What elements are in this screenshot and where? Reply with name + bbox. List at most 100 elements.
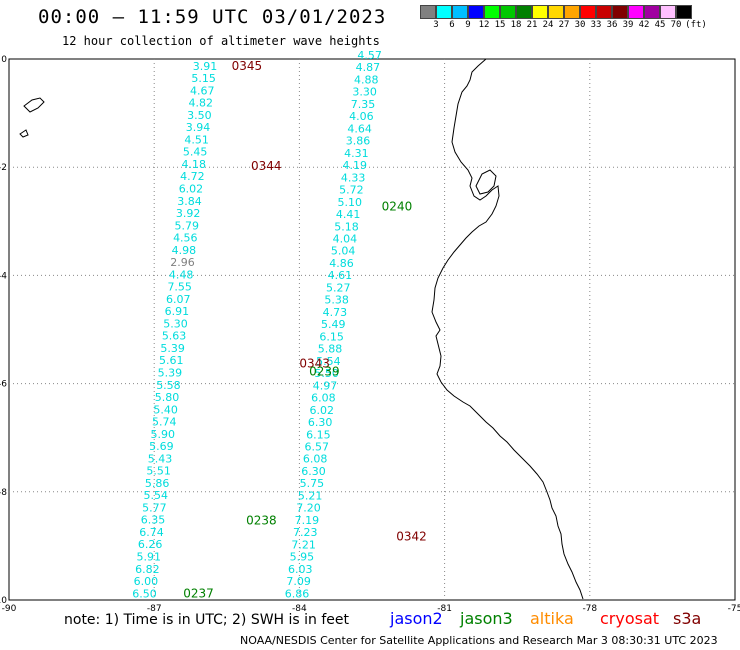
- track-a-swh-label: 5.63: [162, 330, 187, 343]
- legend-label: 27: [558, 20, 570, 30]
- track-a-swh-label: 4.48: [169, 268, 194, 281]
- footer-note: note: 1) Time is in UTC; 2) SWH is in fe…: [64, 612, 350, 628]
- track-a-swh-label: 5.15: [191, 72, 216, 85]
- track-b-swh-label: 6.02: [309, 404, 334, 417]
- gulf-outline: [475, 169, 497, 195]
- track-a-swh-label: 5.40: [153, 403, 178, 416]
- track-a-swh-label: 4.18: [182, 158, 207, 171]
- island-outline: [19, 129, 29, 138]
- track-a-swh-label: 4.82: [189, 97, 214, 110]
- track-a-swh-label: 5.79: [174, 219, 199, 232]
- legend-unit: (ft): [685, 20, 707, 30]
- track-layer: 3.915.154.674.823.503.944.515.454.184.72…: [132, 49, 382, 600]
- track-a-swh-label: 3.94: [186, 121, 211, 134]
- track-b-swh-label: 5.50: [314, 367, 339, 380]
- track-b-swh-label: 5.21: [298, 489, 323, 502]
- track-a-swh-label: 3.50: [187, 109, 212, 122]
- track-b-swh-label: 4.86: [329, 257, 354, 270]
- track-a-swh-label: 5.69: [149, 440, 174, 453]
- track-a-swh-label: 6.07: [166, 293, 191, 306]
- track-a-swh-label: 4.72: [180, 170, 205, 183]
- track-a-swh-label: 3.84: [177, 195, 202, 208]
- track-a-swh-label: 6.82: [135, 563, 160, 576]
- track-b-swh-label: 3.86: [346, 135, 371, 148]
- coastline: [431, 58, 584, 600]
- track-b-swh-label: 5.04: [331, 245, 356, 258]
- track-a-swh-label: 6.91: [165, 305, 190, 318]
- y-tick-label: -2: [0, 163, 7, 173]
- y-tick-label: -6: [0, 380, 7, 390]
- legend-label: 9: [465, 20, 471, 30]
- legend-swatch: [420, 5, 436, 19]
- page-title: 00:00 – 11:59 UTC 03/01/2023: [38, 6, 387, 28]
- pass-id-label: 0237: [183, 586, 214, 600]
- track-b-swh-label: 4.97: [313, 379, 338, 392]
- grid-layer: [8, 58, 736, 601]
- pass-id-label: 0238: [246, 513, 277, 527]
- coastline-layer: [19, 58, 584, 600]
- credit-line: NOAA/NESDIS Center for Satellite Applica…: [240, 634, 718, 647]
- track-b-swh-label: 5.38: [324, 294, 349, 307]
- legend-label: 18: [510, 20, 522, 30]
- mission-cryosat: cryosat: [600, 609, 660, 628]
- track-b-swh-label: 6.86: [285, 587, 310, 600]
- track-b-swh-label: 6.15: [319, 330, 344, 343]
- track-b-swh-label: 6.30: [308, 416, 333, 429]
- track-a-swh-label: 5.51: [146, 465, 171, 478]
- color-legend: 3 6 9 12 15 18 21 24 27 30 33 36 39 42 45 70 (ft): [420, 5, 740, 33]
- track-a-swh-label: 5.43: [148, 452, 173, 465]
- track-a-swh-label: 5.86: [145, 477, 170, 490]
- track-b-swh-label: 5.75: [300, 477, 325, 490]
- track-b-swh-label: 5.54: [316, 355, 341, 368]
- legend-label: 15: [494, 20, 506, 30]
- track-a-swh-label: 4.56: [173, 232, 198, 245]
- legend-swatch: [612, 5, 628, 19]
- track-b-swh-label: 7.23: [293, 526, 318, 539]
- legend-swatch: [500, 5, 516, 19]
- pass-id-label: 0342: [396, 529, 427, 543]
- track-b-swh-label: 5.10: [338, 196, 363, 209]
- track-b-swh-label: 7.09: [286, 575, 311, 588]
- track-b-swh-label: 7.20: [296, 502, 321, 515]
- track-a-swh-label: 4.51: [184, 133, 209, 146]
- legend-label: 24: [542, 20, 554, 30]
- x-tick-label: -90: [2, 604, 17, 614]
- track-a-swh-label: 7.55: [167, 281, 192, 294]
- track-b-swh-label: 5.49: [321, 318, 346, 331]
- mission-jason2: jason2: [390, 609, 443, 628]
- legend-swatch: [516, 5, 532, 19]
- track-b-swh-label: 7.21: [291, 538, 316, 551]
- pass-id-label: 0343: [299, 356, 330, 370]
- legend-label: 3: [433, 20, 439, 30]
- track-a-swh-label: 3.92: [176, 207, 201, 220]
- legend-swatch: [644, 5, 660, 19]
- track-b-swh-label: 6.08: [303, 453, 328, 466]
- track-b-swh-label: 3.30: [352, 86, 377, 99]
- pass-id-label: 0239: [309, 364, 340, 378]
- track-a-swh-label: 5.77: [142, 501, 167, 514]
- track-b-swh-label: 4.87: [356, 61, 381, 74]
- track-b-swh-label: 4.19: [342, 159, 367, 172]
- track-b-swh-label: 4.41: [336, 208, 361, 221]
- legend-swatch: [452, 5, 468, 19]
- y-tick-label: -8: [0, 488, 7, 498]
- legend-swatch: [532, 5, 548, 19]
- track-a-swh-label: 6.35: [141, 514, 166, 527]
- track-b-swh-label: 6.57: [305, 440, 330, 453]
- track-a-swh-label: 5.39: [158, 366, 183, 379]
- legend-swatch: [436, 5, 452, 19]
- legend-swatch: [676, 5, 692, 19]
- legend-label: 42: [638, 20, 650, 30]
- track-b-swh-label: 4.04: [333, 233, 358, 246]
- track-b-swh-label: 4.88: [354, 73, 379, 86]
- legend-swatch: [564, 5, 580, 19]
- track-b-swh-label: 6.30: [301, 465, 326, 478]
- y-tick-label: 0: [1, 55, 7, 65]
- legend-swatch: [548, 5, 564, 19]
- map-frame: [8, 58, 736, 601]
- mission-altika: altika: [530, 609, 574, 628]
- track-a-swh-label: 5.90: [151, 428, 176, 441]
- track-b-swh-label: 4.64: [347, 122, 372, 135]
- legend-swatch: [468, 5, 484, 19]
